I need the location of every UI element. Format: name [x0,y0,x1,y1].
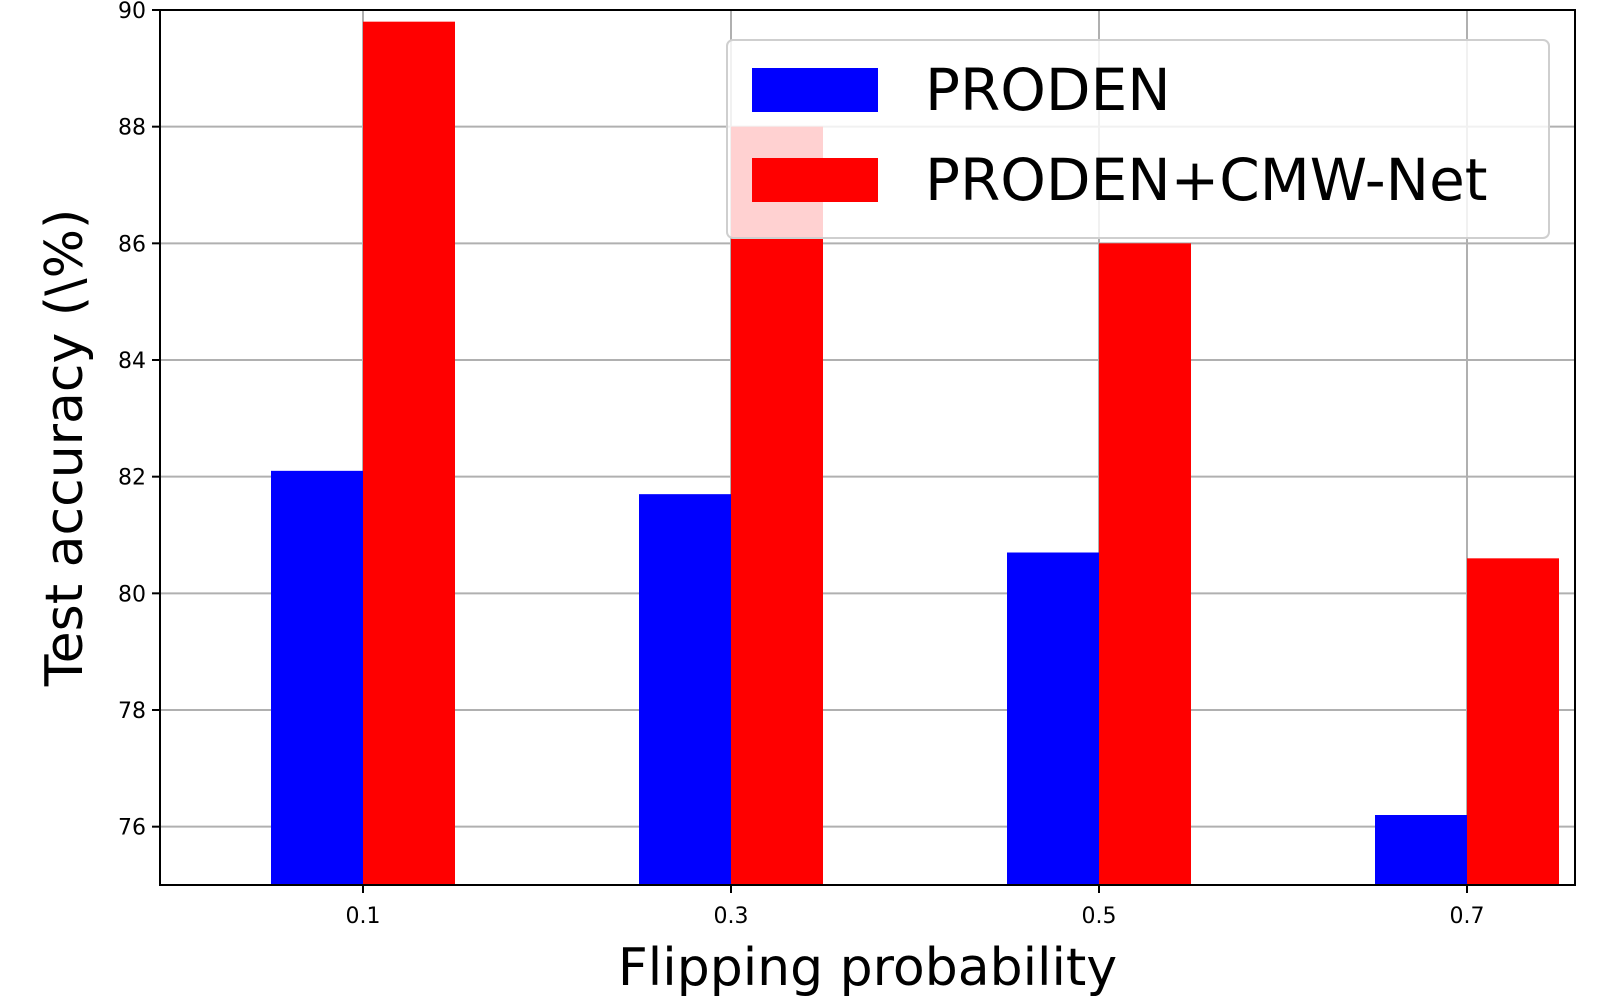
x-tick-label: 0.1 [346,904,381,929]
y-axis-title: Test accuracy (\%) [35,209,95,688]
bar-proden [1007,552,1099,885]
legend-swatch-proden [752,68,878,112]
plot-frame [159,9,1576,886]
bar-proden-cmw-net [731,126,823,885]
y-tick-label: 82 [118,466,146,491]
y-tick-label: 88 [118,116,146,141]
legend-box [726,39,1550,239]
bar-proden [1375,815,1467,885]
y-tick-label: 76 [118,816,146,841]
bar-proden [639,494,731,885]
bar-proden-cmw-net [1099,243,1191,886]
y-tick-label: 84 [118,349,146,374]
bar-proden [271,470,363,885]
bar-proden-cmw-net [1467,558,1559,885]
bar-proden-cmw-net [363,21,455,885]
x-axis-title: Flipping probability [618,938,1117,998]
legend-label-proden-cmw-net: PRODEN+CMW-Net [925,146,1488,214]
legend: PRODEN PRODEN+CMW-Net [726,39,1550,239]
x-tick-label: 0.3 [714,904,749,929]
tick-layer: 76 78 80 82 84 86 88 90 0.1 0.3 0.5 0.7 [118,0,1485,929]
legend-label-proden: PRODEN [925,56,1171,124]
y-tick-label: 86 [118,232,146,257]
y-tick-label: 80 [118,582,146,607]
y-tick-label: 90 [118,0,146,24]
y-tick-label: 78 [118,699,146,724]
x-tick-label: 0.7 [1450,904,1485,929]
x-tick-label: 0.5 [1082,904,1117,929]
bar-layer [271,21,1559,886]
legend-swatch-proden-cmw-net [752,158,878,202]
